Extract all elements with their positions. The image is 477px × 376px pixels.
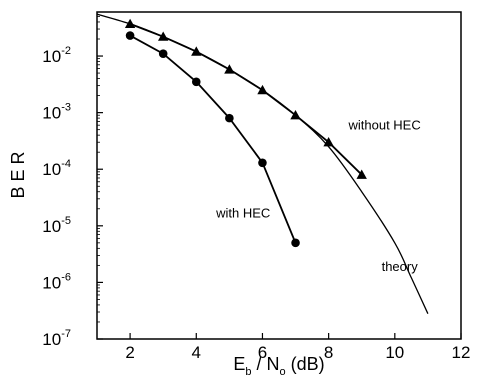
data-point-with-hec (291, 238, 300, 248)
annotation-label: with HEC (215, 206, 270, 221)
x-tick-label: 12 (452, 343, 471, 362)
series-line-theory (96, 13, 429, 314)
data-point-without-hec (356, 169, 367, 179)
x-ticks: 2 4 6 8 10 12 (125, 333, 470, 362)
x-tick-label: 4 (192, 343, 201, 362)
series-layer (96, 13, 429, 314)
data-point-with-hec (125, 31, 135, 40)
annotation-label: without HEC (347, 118, 420, 133)
y-tick-label: 10-4 (42, 158, 71, 179)
y-ticks: 10-2 10-3 10-4 10-5 10-6 10-7 (42, 11, 103, 349)
data-point-with-hec (258, 158, 267, 168)
data-point-with-hec (191, 77, 201, 87)
x-tick-label: 8 (324, 343, 333, 362)
annotations: without HEC with HEC theory (215, 118, 421, 274)
y-axis-title: B E R (8, 151, 28, 198)
y-tick-label: 10-2 (42, 45, 71, 66)
y-tick-label: 10-5 (42, 215, 71, 236)
x-tick-label: 2 (125, 343, 134, 362)
y-tick-label: 10-7 (42, 328, 71, 349)
series-line-with-hec (129, 34, 297, 244)
x-tick-label: 10 (385, 343, 404, 362)
annotation-label: theory (382, 259, 419, 274)
plot-frame (96, 11, 462, 340)
series-line-without-hec (129, 23, 363, 176)
data-point-with-hec (158, 49, 168, 58)
y-tick-label: 10-6 (42, 271, 71, 292)
x-axis-title: Eb / No (dB) (233, 354, 324, 376)
y-tick-label: 10-3 (42, 102, 71, 123)
data-point-with-hec (225, 113, 234, 123)
x-tick-label: 6 (258, 343, 267, 362)
